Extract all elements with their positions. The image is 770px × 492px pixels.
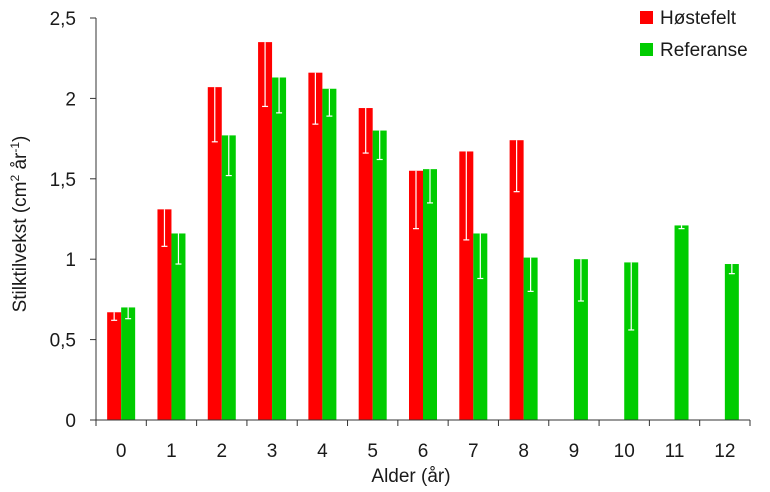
y-tick-label: 1 [65, 250, 76, 271]
error-bar-1-11 [678, 225, 685, 230]
bar-1-8 [523, 257, 538, 420]
bar-1-2 [221, 135, 236, 420]
error-bar-1-0 [125, 307, 132, 320]
x-axis-title: Alder (år) [371, 466, 450, 487]
x-tick-label: 10 [614, 441, 635, 462]
error-bar-1-12 [728, 264, 735, 275]
x-tick-label: 6 [418, 441, 429, 462]
error-bars-layer [111, 42, 735, 331]
error-bar-0-3 [262, 42, 269, 108]
bar-0-3 [258, 42, 273, 421]
error-bar-0-0 [111, 312, 118, 321]
error-bar-0-6 [413, 170, 419, 230]
error-bar-1-1 [175, 233, 182, 265]
legend-swatch-referanse [640, 43, 653, 56]
bar-1-3 [272, 77, 287, 420]
bar-1-0 [121, 307, 136, 420]
error-bar-1-2 [225, 135, 232, 177]
error-bar-0-8 [513, 140, 520, 193]
bar-1-12 [724, 264, 739, 420]
bar-0-7 [459, 151, 474, 421]
bar-1-10 [624, 262, 639, 420]
tick-labels-layer: 00,511,522,50 1 2 3 4 5 6 7 8 9 10 11 12 [50, 9, 736, 462]
error-bar-1-10 [628, 262, 635, 331]
y-tick-label: 0 [65, 411, 76, 432]
bar-0-0 [107, 312, 122, 420]
bar-1-9 [573, 259, 588, 420]
x-tick-label: 12 [714, 441, 735, 462]
error-bar-0-1 [161, 209, 168, 247]
error-bar-0-7 [463, 151, 470, 241]
error-bar-1-4 [326, 88, 333, 117]
bar-1-5 [372, 130, 387, 420]
x-tick-label: 2 [216, 441, 227, 462]
x-tick-label: 5 [367, 441, 378, 462]
x-tick-label: 4 [317, 441, 328, 462]
axes-layer [90, 17, 751, 426]
y-tick-label: 0,5 [50, 331, 76, 352]
bar-0-1 [157, 209, 172, 420]
x-tick-label: 8 [518, 441, 529, 462]
error-bar-1-8 [527, 257, 534, 292]
legend: Høstefelt Referanse [640, 8, 748, 61]
bar-1-11 [674, 225, 689, 420]
error-bar-0-4 [312, 72, 319, 125]
error-bar-0-5 [362, 108, 369, 154]
x-tick-label: 7 [468, 441, 479, 462]
bar-0-8 [509, 140, 524, 420]
legend-label-hostefelt: Høstefelt [660, 8, 737, 29]
bar-0-2 [207, 87, 222, 421]
bar-1-7 [473, 233, 488, 420]
bar-0-6 [409, 170, 423, 420]
error-bar-1-3 [276, 77, 283, 114]
x-tick-label: 3 [267, 441, 278, 462]
y-axis-title: Stilktilvekst (cm2 år-1) [8, 136, 31, 313]
y-tick-label: 2,5 [50, 9, 76, 30]
error-bar-0-2 [211, 87, 218, 143]
x-tick-label: 0 [116, 441, 127, 462]
legend-label-referanse: Referanse [660, 40, 748, 61]
y-tick-label: 1,5 [50, 170, 76, 191]
legend-swatch-hostefelt [640, 11, 653, 24]
bar-0-5 [358, 108, 373, 420]
x-tick-label: 11 [665, 441, 685, 462]
bar-0-4 [308, 72, 323, 420]
bar-1-1 [171, 233, 186, 420]
x-tick-label: 1 [166, 441, 177, 462]
bar-1-6 [423, 169, 437, 420]
error-bar-1-9 [577, 259, 584, 302]
error-bar-1-5 [376, 130, 383, 161]
error-bar-1-6 [427, 169, 433, 204]
bar-1-4 [322, 88, 337, 420]
error-bar-1-7 [477, 233, 484, 280]
bars-layer [107, 42, 739, 421]
x-tick-label: 9 [569, 441, 580, 462]
y-tick-label: 2 [65, 89, 76, 110]
